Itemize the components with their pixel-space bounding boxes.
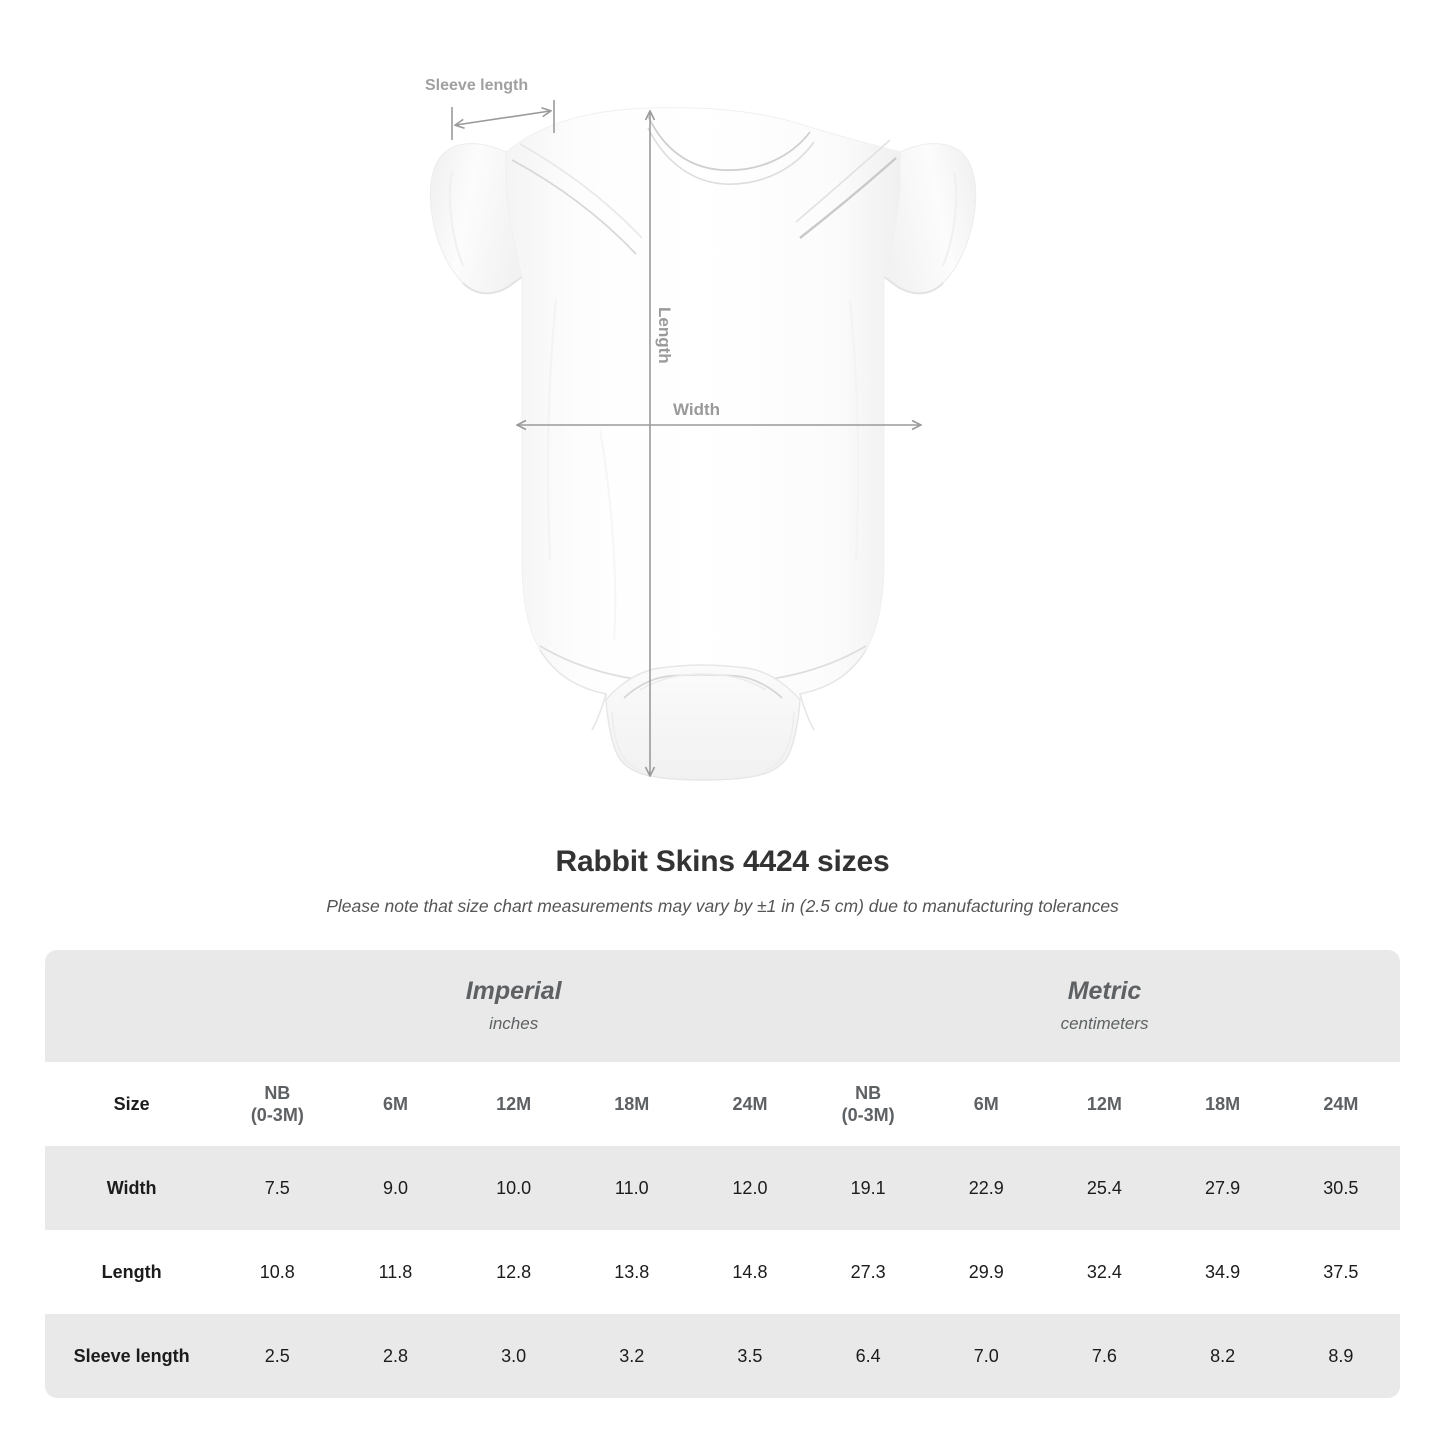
- garment-diagram: Sleeve length Length Width: [425, 77, 977, 781]
- unit-metric-sub: centimeters: [1060, 1014, 1149, 1034]
- cell-width-imperial-nb: 7.5: [218, 1146, 337, 1230]
- size-col-metric-6m: 6M: [927, 1062, 1046, 1146]
- row-header-size: Size: [45, 1062, 219, 1146]
- cell-width-imperial-12m: 10.0: [454, 1146, 573, 1230]
- cell-sleeve-imperial-6m: 2.8: [336, 1314, 455, 1398]
- bodysuit-body: [505, 107, 901, 707]
- cell-width-metric-18m: 27.9: [1163, 1146, 1282, 1230]
- unit-group-imperial: Imperial inches: [218, 950, 810, 1062]
- cell-length-imperial-nb: 10.8: [218, 1230, 337, 1314]
- cell-sleeve-imperial-nb: 2.5: [218, 1314, 337, 1398]
- cell-width-metric-24m: 30.5: [1281, 1146, 1400, 1230]
- unit-imperial-name: Imperial: [465, 976, 562, 1005]
- cell-width-imperial-24m: 12.0: [690, 1146, 810, 1230]
- table-row-width: Width 7.5 9.0 10.0 11.0 12.0 19.1 22.9 2…: [45, 1146, 1400, 1230]
- unit-banner-row: Imperial inches Metric centimeters: [45, 950, 1400, 1062]
- cell-width-metric-6m: 22.9: [927, 1146, 1046, 1230]
- right-sleeve: [875, 143, 977, 295]
- size-col-imperial-nb: NB (0-3M): [218, 1062, 337, 1146]
- cell-width-metric-12m: 25.4: [1045, 1146, 1164, 1230]
- cell-length-imperial-6m: 11.8: [336, 1230, 455, 1314]
- sleeve-length-annotation: [451, 100, 555, 140]
- cell-length-imperial-18m: 13.8: [572, 1230, 691, 1314]
- cell-width-metric-nb: 19.1: [809, 1146, 928, 1230]
- cell-length-metric-18m: 34.9: [1163, 1230, 1282, 1314]
- unit-metric-name: Metric: [1067, 976, 1142, 1005]
- size-col-metric-nb: NB (0-3M): [809, 1062, 928, 1146]
- sleeve-length-label: Sleeve length: [425, 77, 528, 94]
- size-col-imperial-12m: 12M: [454, 1062, 573, 1146]
- cell-sleeve-imperial-12m: 3.0: [454, 1314, 573, 1398]
- unit-banner-spacer: [45, 950, 219, 1062]
- width-label: Width: [673, 400, 720, 419]
- cell-length-metric-nb: 27.3: [809, 1230, 928, 1314]
- cell-length-imperial-24m: 14.8: [690, 1230, 810, 1314]
- cell-sleeve-metric-24m: 8.9: [1281, 1314, 1400, 1398]
- cell-sleeve-metric-18m: 8.2: [1163, 1314, 1282, 1398]
- cell-sleeve-imperial-24m: 3.5: [690, 1314, 810, 1398]
- unit-group-metric: Metric centimeters: [809, 950, 1400, 1062]
- cell-width-imperial-18m: 11.0: [572, 1146, 691, 1230]
- size-col-metric-18m: 18M: [1163, 1062, 1282, 1146]
- table-row-sleeve-length: Sleeve length 2.5 2.8 3.0 3.2 3.5 6.4 7.…: [45, 1314, 1400, 1398]
- leg-openings: [539, 649, 867, 731]
- row-header-width: Width: [45, 1146, 219, 1230]
- unit-imperial-sub: inches: [489, 1014, 539, 1034]
- length-label: Length: [655, 307, 674, 364]
- size-col-imperial-18m: 18M: [572, 1062, 691, 1146]
- title-block: Rabbit Skins 4424 sizes Please note that…: [0, 845, 1445, 917]
- size-col-metric-12m: 12M: [1045, 1062, 1164, 1146]
- cell-sleeve-metric-6m: 7.0: [927, 1314, 1046, 1398]
- size-table: Imperial inches Metric centimeters Size …: [45, 950, 1400, 1398]
- row-header-sleeve-length: Sleeve length: [45, 1314, 219, 1398]
- table-row-length: Length 10.8 11.8 12.8 13.8 14.8 27.3 29.…: [45, 1230, 1400, 1314]
- size-col-imperial-6m: 6M: [336, 1062, 455, 1146]
- size-header-row: Size NB (0-3M) 6M 12M 18M 24M: [45, 1062, 1400, 1146]
- page-title: Rabbit Skins 4424 sizes: [555, 845, 890, 878]
- size-table-container: Imperial inches Metric centimeters Size …: [45, 950, 1400, 1398]
- tolerance-note: Please note that size chart measurements…: [326, 896, 1119, 916]
- size-col-imperial-24m: 24M: [690, 1062, 810, 1146]
- cell-length-metric-24m: 37.5: [1281, 1230, 1400, 1314]
- cell-width-imperial-6m: 9.0: [336, 1146, 455, 1230]
- cell-length-metric-12m: 32.4: [1045, 1230, 1164, 1314]
- cell-sleeve-metric-nb: 6.4: [809, 1314, 928, 1398]
- row-header-length: Length: [45, 1230, 219, 1314]
- cell-length-imperial-12m: 12.8: [454, 1230, 573, 1314]
- cell-sleeve-imperial-18m: 3.2: [572, 1314, 691, 1398]
- cell-sleeve-metric-12m: 7.6: [1045, 1314, 1164, 1398]
- crotch-snap-panel: [605, 664, 801, 781]
- cell-length-metric-6m: 29.9: [927, 1230, 1046, 1314]
- size-col-metric-24m: 24M: [1281, 1062, 1400, 1146]
- bodysuit-illustration: Sleeve length Length Width: [425, 77, 977, 781]
